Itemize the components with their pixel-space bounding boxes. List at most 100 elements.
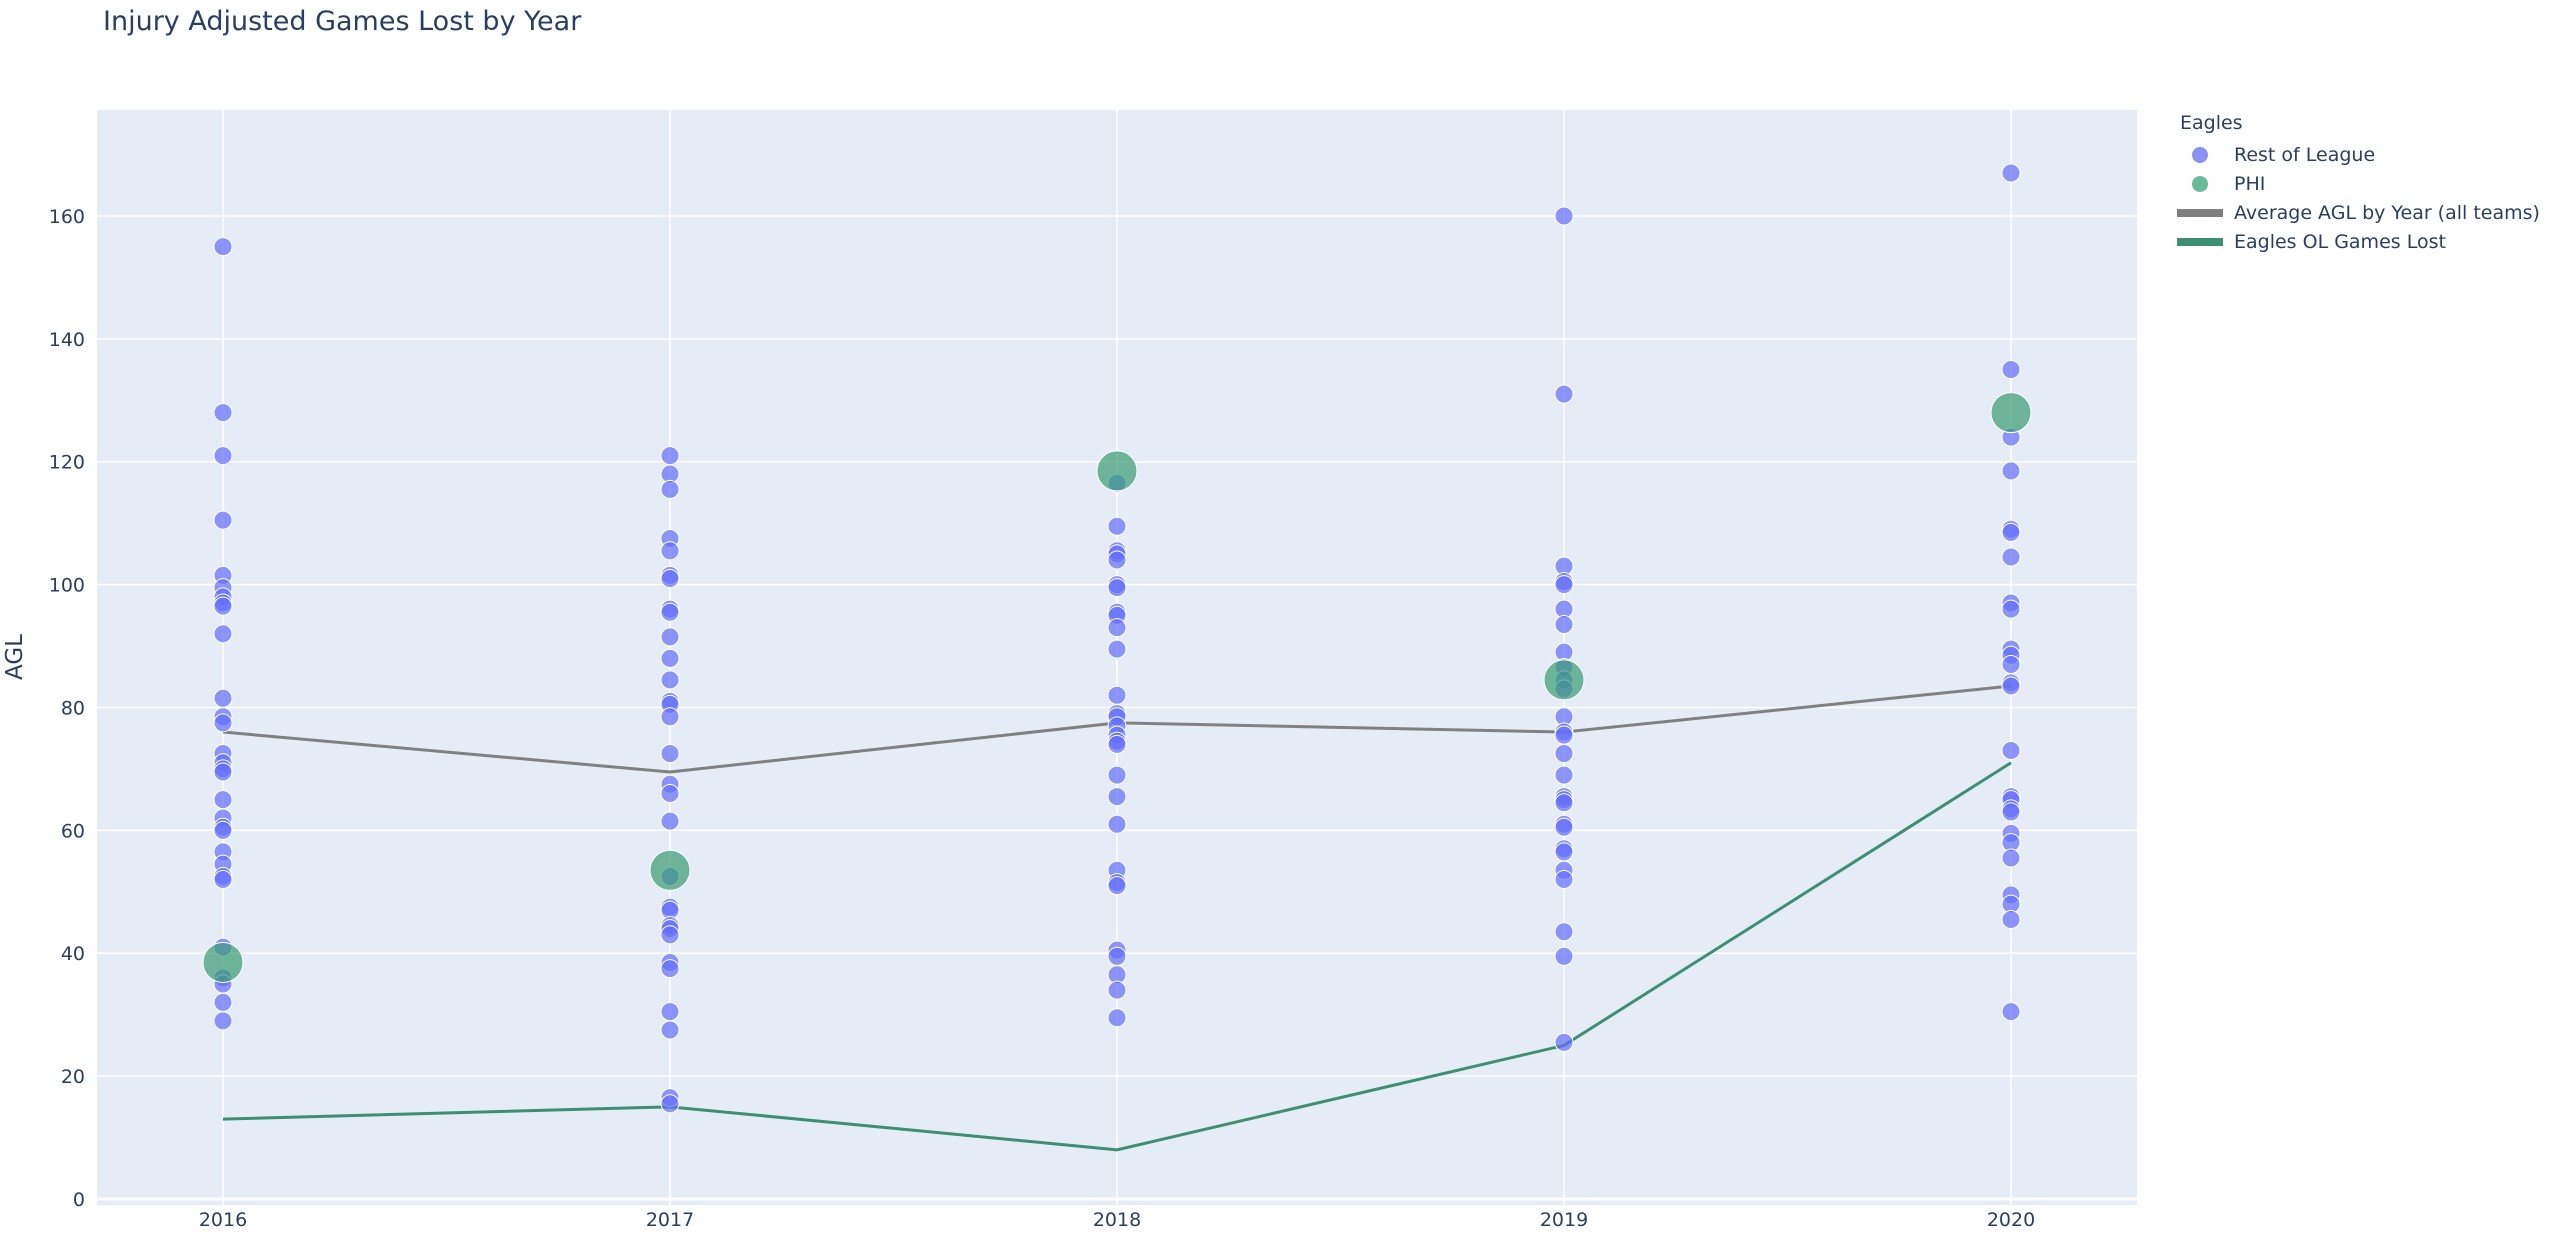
marker-series[interactable] (202, 163, 2032, 1114)
data-point[interactable] (1107, 639, 1127, 659)
x-tick-label: 2019 (1540, 1209, 1588, 1231)
y-tick-label: 20 (61, 1066, 85, 1088)
y-tick-label: 0 (73, 1189, 85, 1211)
line-trace (222, 761, 2012, 1152)
circle-marker-icon (2192, 146, 2208, 163)
data-point[interactable] (660, 568, 680, 588)
data-point[interactable] (2001, 522, 2021, 542)
y-tick-label: 100 (49, 575, 85, 597)
data-point[interactable] (213, 713, 233, 733)
data-point[interactable] (1554, 206, 1574, 226)
data-point[interactable] (1554, 725, 1574, 745)
data-point[interactable] (213, 510, 233, 530)
data-point[interactable] (2001, 360, 2021, 380)
line-swatch-icon (2177, 208, 2223, 217)
data-point[interactable] (1554, 817, 1574, 837)
legend-item-average-agl[interactable]: Average AGL by Year (all teams) (2177, 198, 2540, 227)
data-point-phi[interactable] (202, 941, 244, 983)
data-point[interactable] (660, 959, 680, 979)
data-point-phi[interactable] (649, 849, 691, 891)
data-point[interactable] (213, 790, 233, 810)
data-point[interactable] (1107, 787, 1127, 807)
data-point[interactable] (660, 925, 680, 945)
data-point[interactable] (1554, 1032, 1574, 1052)
x-tick-label: 2016 (199, 1209, 247, 1231)
data-point[interactable] (660, 627, 680, 647)
data-point[interactable] (1554, 384, 1574, 404)
data-point[interactable] (1107, 578, 1127, 598)
data-point[interactable] (1107, 618, 1127, 638)
data-point[interactable] (1107, 516, 1127, 536)
data-point[interactable] (213, 820, 233, 840)
data-point[interactable] (213, 1011, 233, 1031)
legend-item-eagles-ol[interactable]: Eagles OL Games Lost (2177, 227, 2540, 256)
data-point[interactable] (1107, 550, 1127, 570)
data-point[interactable] (2001, 599, 2021, 619)
data-point[interactable] (660, 744, 680, 764)
data-point-phi[interactable] (1096, 450, 1138, 492)
data-point[interactable] (1554, 842, 1574, 862)
chart-title: Injury Adjusted Games Lost by Year (103, 6, 582, 37)
data-point[interactable] (1107, 734, 1127, 754)
y-tick-label: 140 (49, 329, 85, 351)
data-point[interactable] (2001, 461, 2021, 481)
data-point[interactable] (1554, 946, 1574, 966)
data-point[interactable] (660, 1094, 680, 1114)
data-point[interactable] (213, 762, 233, 782)
data-point[interactable] (2001, 909, 2021, 929)
data-point[interactable] (2001, 676, 2021, 696)
legend: Eagles Rest of League PHI Average AGL by… (2177, 112, 2540, 256)
data-point[interactable] (1554, 765, 1574, 785)
data-point[interactable] (213, 992, 233, 1012)
data-point[interactable] (1554, 575, 1574, 595)
data-point[interactable] (1107, 1008, 1127, 1028)
data-point[interactable] (1554, 870, 1574, 890)
data-point[interactable] (660, 541, 680, 561)
data-point-phi[interactable] (1990, 392, 2032, 434)
legend-label: Average AGL by Year (all teams) (2234, 201, 2540, 224)
data-point[interactable] (213, 624, 233, 644)
data-point[interactable] (2001, 654, 2021, 674)
legend-item-phi[interactable]: PHI (2180, 169, 2540, 198)
data-point[interactable] (1554, 793, 1574, 813)
data-point[interactable] (1554, 922, 1574, 942)
legend-item-rest-of-league[interactable]: Rest of League (2180, 140, 2540, 169)
data-point[interactable] (1107, 980, 1127, 1000)
data-point[interactable] (213, 237, 233, 257)
data-point[interactable] (660, 446, 680, 466)
legend-label: Rest of League (2234, 143, 2376, 166)
data-point[interactable] (660, 602, 680, 622)
legend-title: Eagles (2180, 112, 2243, 134)
data-point[interactable] (1107, 814, 1127, 834)
data-point-phi[interactable] (1543, 659, 1585, 701)
data-point[interactable] (213, 403, 233, 423)
data-point[interactable] (2001, 802, 2021, 822)
data-point[interactable] (1107, 876, 1127, 896)
data-point[interactable] (660, 707, 680, 727)
circle-marker-icon (2192, 175, 2208, 192)
y-axis-ticks: 0 20 40 60 80 100 120 140 160 (49, 206, 85, 1211)
data-point[interactable] (660, 479, 680, 499)
y-tick-label: 120 (49, 452, 85, 474)
data-point[interactable] (1554, 744, 1574, 764)
data-point[interactable] (660, 783, 680, 803)
data-point[interactable] (2001, 740, 2021, 760)
data-point[interactable] (660, 1002, 680, 1022)
data-point[interactable] (660, 648, 680, 668)
data-point[interactable] (660, 811, 680, 831)
data-point[interactable] (213, 688, 233, 708)
data-point[interactable] (213, 446, 233, 466)
data-point[interactable] (660, 1020, 680, 1040)
data-point[interactable] (2001, 547, 2021, 567)
data-point[interactable] (1554, 615, 1574, 635)
data-point[interactable] (1107, 946, 1127, 966)
data-point[interactable] (2001, 848, 2021, 868)
data-point[interactable] (2001, 163, 2021, 183)
data-point[interactable] (213, 596, 233, 616)
data-point[interactable] (1107, 765, 1127, 785)
data-point[interactable] (213, 870, 233, 890)
data-point[interactable] (2001, 1002, 2021, 1022)
data-point[interactable] (660, 670, 680, 690)
data-point[interactable] (1107, 685, 1127, 705)
